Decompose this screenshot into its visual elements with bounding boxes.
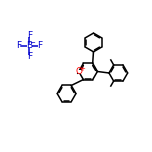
- Text: F: F: [16, 41, 21, 50]
- Text: F: F: [27, 31, 32, 40]
- FancyBboxPatch shape: [28, 34, 31, 37]
- FancyBboxPatch shape: [27, 44, 32, 48]
- Text: O: O: [75, 67, 82, 76]
- Text: F: F: [37, 41, 42, 50]
- FancyBboxPatch shape: [38, 44, 41, 47]
- Text: F: F: [27, 52, 32, 61]
- Text: B: B: [26, 41, 32, 50]
- FancyBboxPatch shape: [17, 44, 20, 47]
- Text: −: −: [30, 40, 36, 46]
- Text: +: +: [79, 66, 85, 72]
- FancyBboxPatch shape: [28, 55, 31, 58]
- FancyBboxPatch shape: [76, 69, 81, 73]
